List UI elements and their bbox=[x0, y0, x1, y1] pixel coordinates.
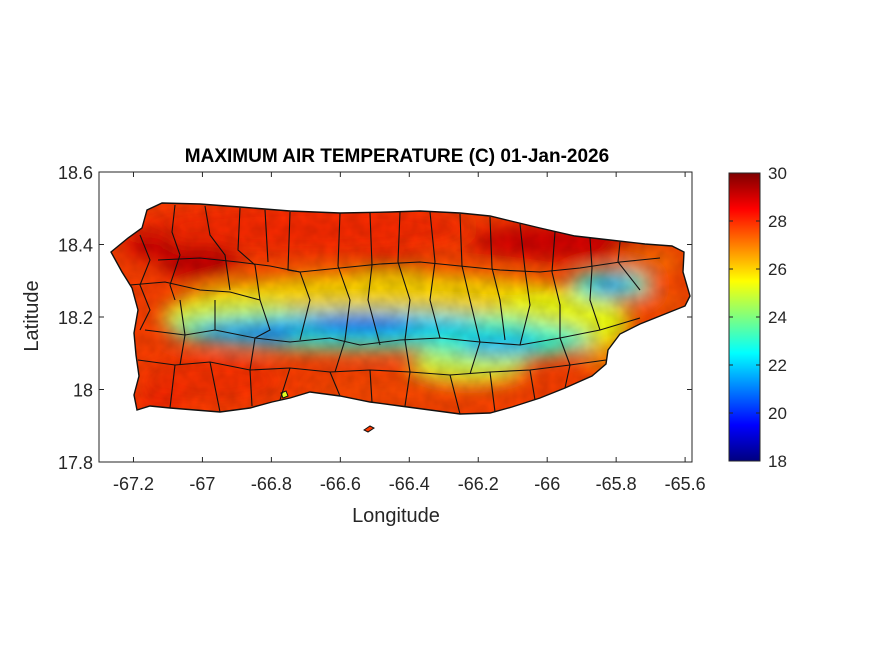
x-tick-label: -67 bbox=[189, 474, 215, 494]
colorbar-tick-label: 18 bbox=[768, 452, 787, 471]
y-tick-label: 18.4 bbox=[58, 236, 93, 256]
colorbar-tick-label: 30 bbox=[768, 164, 787, 183]
colorbar-tick-label: 24 bbox=[768, 308, 787, 327]
caja-de-muertos-islet bbox=[363, 425, 375, 433]
x-tick-label: -66.4 bbox=[389, 474, 430, 494]
colorbar-tick-label: 20 bbox=[768, 404, 787, 423]
x-tick-label: -66.8 bbox=[251, 474, 292, 494]
y-tick-label: 18 bbox=[73, 381, 93, 401]
x-tick-label: -65.8 bbox=[596, 474, 637, 494]
colorbar-tick-label: 22 bbox=[768, 356, 787, 375]
colorbar-tick-label: 28 bbox=[768, 212, 787, 231]
x-axis-label: Longitude bbox=[352, 505, 440, 527]
colorbar-gradient bbox=[728, 172, 761, 462]
y-axis-label: Latitude bbox=[21, 280, 43, 351]
x-axis: -67.2 -67 -66.8 -66.6 -66.4 -66.2 -66 -65.8 -65.… bbox=[113, 172, 706, 494]
x-tick-label: -66 bbox=[534, 474, 560, 494]
municipality-borders bbox=[129, 204, 661, 414]
x-tick-label: -66.2 bbox=[458, 474, 499, 494]
colorbar: 18 20 22 24 26 28 30 bbox=[728, 164, 787, 471]
x-tick-label: -66.6 bbox=[320, 474, 361, 494]
chart-title: MAXIMUM AIR TEMPERATURE (C) 01-Jan-2026 bbox=[185, 146, 609, 167]
y-tick-label: 18.6 bbox=[58, 163, 93, 183]
x-tick-label: -65.6 bbox=[665, 474, 706, 494]
colorbar-tick-label: 26 bbox=[768, 260, 787, 279]
y-tick-label: 17.8 bbox=[58, 453, 93, 473]
x-tick-label: -67.2 bbox=[113, 474, 154, 494]
y-axis: 17.8 18 18.2 18.4 18.6 bbox=[58, 163, 692, 473]
y-tick-label: 18.2 bbox=[58, 308, 93, 328]
colorbar-ticks: 18 20 22 24 26 28 30 bbox=[729, 164, 787, 471]
